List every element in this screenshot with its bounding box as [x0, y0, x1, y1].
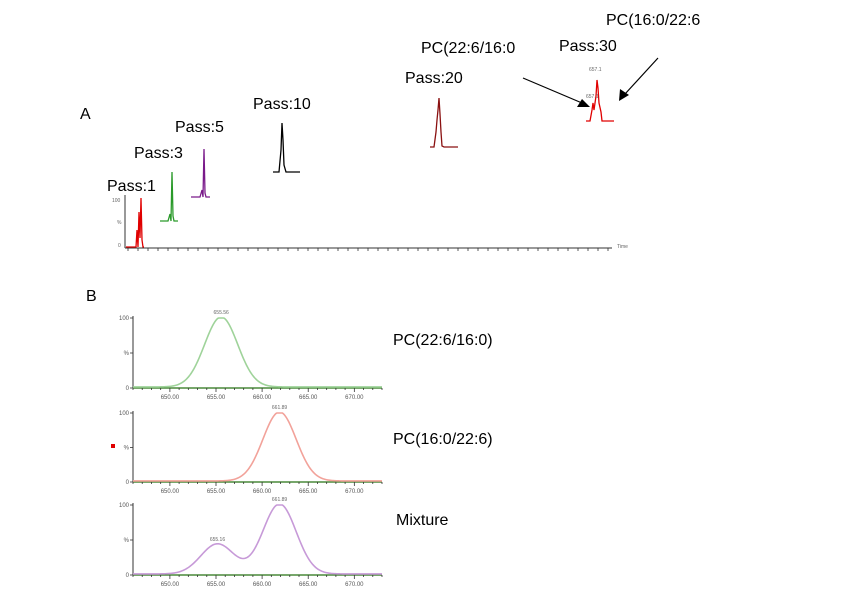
pass-30-peak-label-1: 657.1	[586, 94, 599, 100]
isomer-2-arrow	[619, 57, 659, 101]
pass-1-peak	[126, 197, 144, 248]
isomer-1-annotation: PC(22:6/16:0	[421, 40, 515, 57]
y-tick-label: %	[124, 446, 130, 452]
red-marker	[111, 444, 115, 448]
panel-a-ytick-bottom: 0	[118, 243, 121, 249]
x-tick-label: 670.00	[345, 582, 364, 588]
panel-b-chart-1: 650.00 655.00 660.00 665.00 670.00 100% 0 655.5…	[119, 310, 383, 401]
panel-a-x-ticks	[127, 248, 609, 251]
trace-label-2: PC(16:0/22:6)	[393, 431, 493, 448]
pass-3-label: Pass:3	[134, 145, 183, 162]
trace-label-3: Mixture	[396, 512, 449, 529]
x-tick-label: 655.00	[207, 489, 226, 495]
y-tick-label: 100	[119, 503, 130, 509]
y-tick-label: 100	[119, 411, 130, 417]
x-tick-label: 670.00	[345, 489, 364, 495]
x-tick-label: 655.00	[207, 582, 226, 588]
x-tick-label: 650.00	[161, 489, 180, 495]
y-tick-label: %	[124, 538, 130, 544]
panel-b-chart-2: 650.00 655.00 660.00 665.00 670.00 100% 0 661.8…	[119, 405, 383, 495]
pass-10-peak	[273, 122, 300, 173]
x-tick-label: 665.00	[299, 489, 318, 495]
pass-1-label: Pass:1	[107, 178, 156, 195]
y-tick-label: 100	[119, 316, 130, 322]
pass-10-label: Pass:10	[253, 96, 311, 113]
panel-a-ytick-top: 100	[112, 198, 121, 204]
x-tick-label: 665.00	[299, 395, 318, 401]
panel-a-letter: A	[80, 106, 91, 123]
panel-b-chart-3: 650.00 655.00 660.00 665.00 670.00 100% 0 655.1…	[119, 497, 383, 588]
x-tick-label: 670.00	[345, 395, 364, 401]
panel-a-x-axis-title: Time	[617, 244, 628, 250]
trace-line	[133, 412, 382, 482]
pass-20-label: Pass:20	[405, 70, 463, 87]
x-tick-label: 660.00	[253, 489, 272, 495]
trace-label-1: PC(22:6/16:0)	[393, 332, 493, 349]
pass-5-peak	[191, 148, 210, 198]
pass-30-label: Pass:30	[559, 38, 617, 55]
pass-30-peak-label-2: 657.1	[589, 67, 602, 73]
pass-20-peak	[430, 97, 458, 148]
pass-30-peak: 657.1 657.1	[586, 67, 614, 122]
y-tick-label: %	[124, 351, 130, 357]
peak-label: 661.89	[272, 405, 288, 411]
pass-3-peak	[160, 171, 178, 222]
x-tick-label: 655.00	[207, 395, 226, 401]
trace-line	[133, 504, 382, 575]
panel-a-ytick-mid: %	[117, 220, 122, 226]
x-tick-label: 650.00	[161, 582, 180, 588]
y-tick-label: 0	[126, 573, 130, 579]
peak-label: 655.16	[210, 537, 226, 543]
panel-a-axes: 100 % 0 Time	[112, 195, 628, 251]
x-tick-label: 665.00	[299, 582, 318, 588]
panel-b-letter: B	[86, 288, 97, 305]
y-tick-label: 0	[126, 480, 130, 486]
peak-label: 655.56	[214, 310, 230, 316]
x-tick-label: 660.00	[253, 582, 272, 588]
trace-line	[133, 317, 382, 388]
isomer-2-annotation: PC(16:0/22:6	[606, 12, 700, 29]
y-tick-label: 0	[126, 386, 130, 392]
x-tick-label: 650.00	[161, 395, 180, 401]
peak-label: 661.89	[272, 497, 288, 503]
pass-5-label: Pass:5	[175, 119, 224, 136]
x-tick-label: 660.00	[253, 395, 272, 401]
isomer-1-arrow	[522, 77, 590, 107]
